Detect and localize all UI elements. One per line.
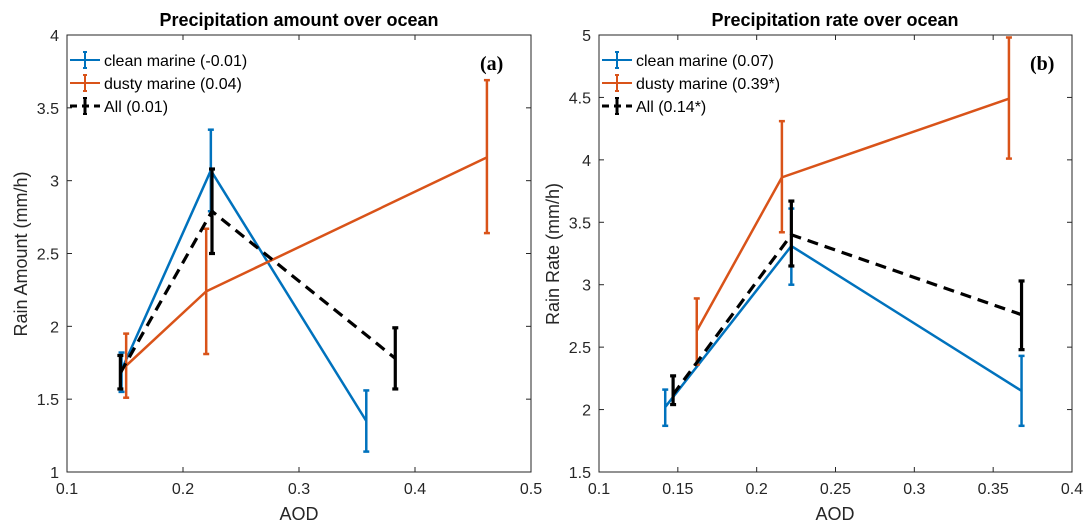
- panel-b-x-tick-label: 0.4: [1061, 481, 1083, 498]
- panel-a-series-line: [120, 167, 368, 422]
- panel-b-x-tick-label: 0.35: [978, 481, 1009, 498]
- panel-b-legend-label: All (0.14*): [636, 99, 706, 116]
- panel-b-legend: clean marine (0.07) dusty marine (0.39*) A…: [602, 51, 780, 116]
- panel-b-title: Precipitation rate over ocean: [711, 10, 958, 30]
- panel-b-legend-label: clean marine (0.07): [636, 53, 774, 70]
- panel-b-legend-label: dusty marine (0.39*): [636, 76, 780, 93]
- panel-a-legend-label: All (0.01): [104, 99, 168, 116]
- panel-a: Precipitation amount over ocean 0.1 0.2 0.…: [11, 10, 542, 524]
- panel-a-y-tick-label: 1: [50, 465, 59, 482]
- panel-a-x-tick-label: 0.2: [172, 481, 194, 498]
- panel-a-legend-label: dusty marine (0.04): [104, 76, 242, 93]
- panel-b-y-tick-label: 2.5: [569, 340, 591, 357]
- panel-a-x-tick-label: 0.5: [520, 481, 542, 498]
- panel-b-series-line: [671, 232, 1023, 396]
- panel-b-series-line: [664, 244, 1023, 408]
- panel-a-legend: clean marine (-0.01) dusty marine (0.04) A…: [70, 51, 247, 116]
- panel-a-title: Precipitation amount over ocean: [159, 10, 438, 30]
- panel-a-y-tick-label: 2.5: [37, 247, 59, 264]
- panel-a-x-axis-label: AOD: [279, 504, 318, 524]
- panel-b-legend-entry: dusty marine (0.39*): [602, 74, 780, 93]
- panel-b-y-tick-label: 4: [582, 153, 591, 170]
- panel-b-legend-entry: clean marine (0.07): [602, 51, 774, 70]
- panel-a-x-tick-label: 0.3: [288, 481, 310, 498]
- panel-b-x-tick-label: 0.3: [903, 481, 925, 498]
- panel-a-legend-entry: dusty marine (0.04): [70, 74, 242, 93]
- panel-a-label: (a): [480, 53, 503, 75]
- panel-b-x-tick-label: 0.1: [588, 481, 610, 498]
- panel-b-y-tick-label: 3.5: [569, 215, 591, 232]
- panel-b-y-tick-label: 3: [582, 278, 591, 295]
- panel-b-x-axis-label: AOD: [815, 504, 854, 524]
- panel-a-series-line: [125, 156, 488, 367]
- panel-b-series-0: [662, 207, 1025, 428]
- panel-b-y-tick-label: 4.5: [569, 90, 591, 107]
- panel-b-series-1: [693, 36, 1012, 366]
- panel-a-x-tick-label: 0.4: [404, 481, 426, 498]
- panel-a-y-axis-label: Rain Amount (mm/h): [11, 171, 31, 336]
- panel-a-legend-entry: clean marine (-0.01): [70, 51, 247, 70]
- panel-b-series-2: [670, 199, 1025, 407]
- panel-a-y-tick-label: 4: [50, 28, 59, 45]
- panel-a-y-tick-label: 3.5: [37, 101, 59, 118]
- panel-a-series-line: [118, 208, 397, 374]
- panel-b-legend-entry: All (0.14*): [602, 97, 706, 116]
- panel-b-y-tick-label: 5: [582, 28, 591, 45]
- panel-a-series-1: [123, 78, 490, 399]
- panel-a-y-tick-label: 2: [50, 319, 59, 336]
- panel-b-label: (b): [1030, 53, 1054, 75]
- panel-a-series-2: [117, 167, 399, 391]
- panel-a-x-tick-label: 0.1: [56, 481, 78, 498]
- panel-b-y-tick-label: 1.5: [569, 465, 591, 482]
- panel-b-y-axis-label: Rain Rate (mm/h): [543, 183, 563, 325]
- panel-a-legend-entry: All (0.01): [70, 97, 168, 116]
- panel-b-series-line: [695, 97, 1010, 332]
- panel-a-y-tick-label: 3: [50, 174, 59, 191]
- panel-b-x-tick-label: 0.15: [662, 481, 693, 498]
- panel-a-series-0: [118, 128, 370, 453]
- panel-a-y-tick-label: 1.5: [37, 392, 59, 409]
- panel-b-x-tick-label: 0.25: [820, 481, 851, 498]
- panel-b-x-tick-label: 0.2: [746, 481, 768, 498]
- panel-b-y-tick-label: 2: [582, 403, 591, 420]
- panel-b: Precipitation rate over ocean 0.1 0.15 0.2…: [543, 10, 1083, 524]
- panel-a-legend-label: clean marine (-0.01): [104, 53, 247, 70]
